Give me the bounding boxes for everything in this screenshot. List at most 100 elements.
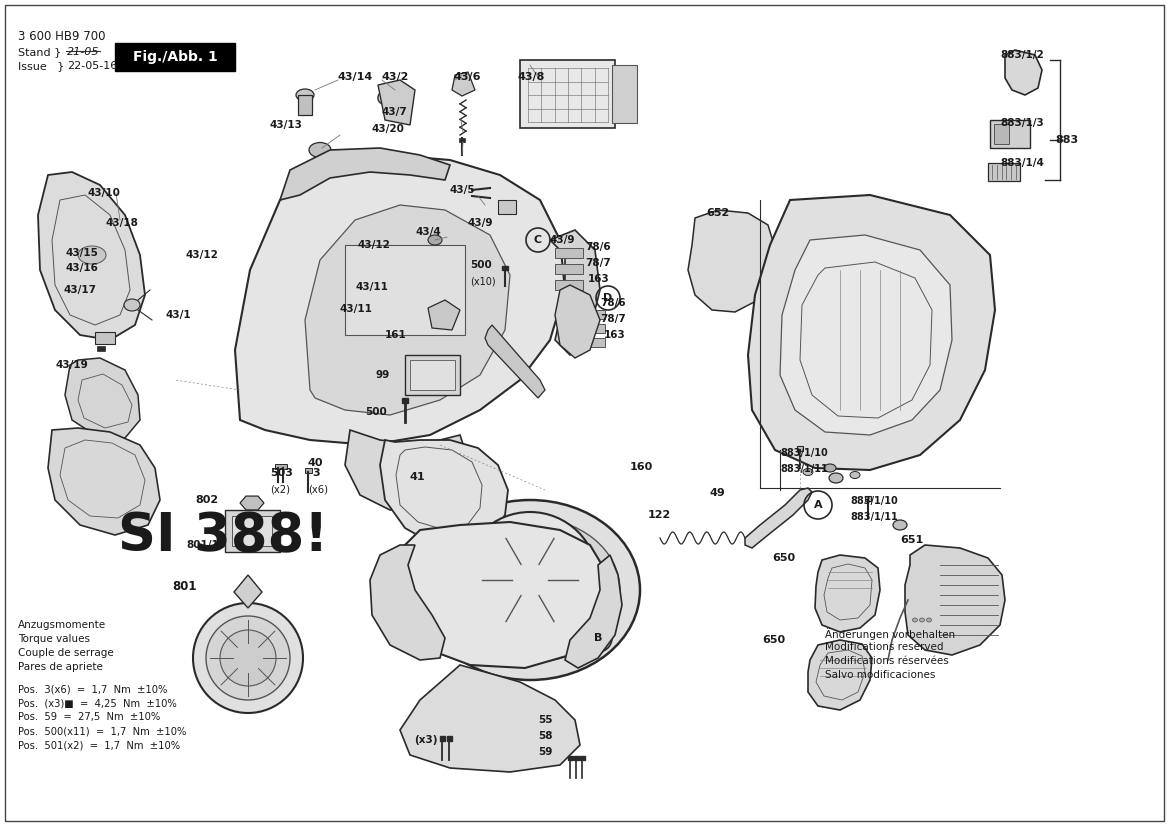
Text: 41: 41	[410, 472, 426, 482]
Bar	[459, 138, 465, 142]
Polygon shape	[39, 172, 145, 340]
Text: 801: 801	[172, 580, 196, 593]
Text: B: B	[594, 633, 602, 643]
Polygon shape	[745, 488, 812, 548]
Text: SI 388!: SI 388!	[118, 510, 328, 562]
Bar	[797, 446, 803, 451]
Text: Pos.  59  =  27,5  Nm  ±10%: Pos. 59 = 27,5 Nm ±10%	[18, 712, 160, 722]
Text: Anzugsmomente: Anzugsmomente	[18, 620, 106, 630]
Text: Modifications réservées: Modifications réservées	[825, 656, 949, 666]
Bar	[520, 60, 615, 128]
Text: 43/20: 43/20	[372, 124, 404, 134]
Text: 43/12: 43/12	[358, 240, 390, 250]
Bar	[275, 464, 288, 469]
Text: 78/6: 78/6	[584, 242, 610, 252]
Text: 160: 160	[630, 462, 653, 472]
Text: 43/16: 43/16	[65, 263, 98, 273]
Bar	[555, 248, 583, 258]
Text: 78/7: 78/7	[600, 314, 625, 324]
Bar	[305, 468, 312, 473]
Text: (x2): (x2)	[270, 484, 290, 494]
Ellipse shape	[913, 618, 918, 622]
Ellipse shape	[428, 235, 442, 245]
Circle shape	[462, 512, 599, 648]
Polygon shape	[555, 285, 600, 358]
Polygon shape	[565, 555, 622, 668]
Text: Issue   }: Issue }	[18, 61, 64, 71]
Circle shape	[193, 603, 303, 713]
Text: 22-05-16: 22-05-16	[67, 61, 117, 71]
Polygon shape	[281, 148, 450, 200]
Circle shape	[478, 528, 582, 632]
Bar	[440, 736, 444, 741]
Text: 49: 49	[710, 488, 726, 498]
Text: 43/4: 43/4	[415, 227, 441, 237]
Ellipse shape	[829, 473, 843, 483]
Bar	[990, 120, 1030, 148]
Polygon shape	[780, 235, 952, 435]
Polygon shape	[400, 665, 580, 772]
Text: 21-05: 21-05	[67, 47, 99, 57]
Ellipse shape	[378, 84, 413, 106]
Ellipse shape	[824, 464, 836, 472]
Text: 78/6: 78/6	[600, 298, 625, 308]
Text: Modifications reserved: Modifications reserved	[825, 642, 943, 652]
Text: 883/1/2: 883/1/2	[999, 50, 1044, 60]
Polygon shape	[240, 496, 264, 510]
Polygon shape	[48, 428, 160, 535]
Text: 99: 99	[375, 370, 389, 380]
Bar	[555, 264, 583, 274]
Polygon shape	[234, 575, 262, 608]
Ellipse shape	[309, 143, 331, 158]
Bar	[988, 163, 1021, 181]
Text: 503: 503	[270, 468, 293, 478]
Bar	[580, 324, 606, 333]
Polygon shape	[815, 555, 880, 632]
Text: 500: 500	[470, 260, 492, 270]
Ellipse shape	[927, 618, 932, 622]
Bar	[580, 756, 584, 760]
Polygon shape	[371, 545, 445, 660]
Polygon shape	[235, 155, 565, 445]
Text: 43/7: 43/7	[382, 107, 408, 117]
Text: 40: 40	[307, 458, 324, 468]
Ellipse shape	[420, 500, 639, 680]
Text: 78/7: 78/7	[584, 258, 610, 268]
Text: 163: 163	[588, 274, 610, 284]
Bar	[498, 200, 516, 214]
Text: Stand }: Stand }	[18, 47, 61, 57]
Polygon shape	[65, 358, 140, 438]
Text: (x6): (x6)	[307, 484, 328, 494]
Bar	[404, 355, 459, 395]
Text: 883: 883	[1054, 135, 1078, 145]
Polygon shape	[485, 325, 545, 398]
Text: 802: 802	[195, 495, 219, 505]
Polygon shape	[689, 210, 775, 312]
Ellipse shape	[850, 472, 860, 478]
Ellipse shape	[296, 89, 314, 101]
Polygon shape	[905, 545, 1005, 655]
Text: 43/6: 43/6	[454, 72, 482, 82]
Text: 43/15: 43/15	[65, 248, 98, 258]
Bar	[224, 510, 281, 552]
Polygon shape	[1005, 50, 1042, 95]
Text: 43/10: 43/10	[87, 188, 120, 198]
Bar	[580, 338, 606, 347]
Polygon shape	[305, 205, 510, 415]
Text: 43/8: 43/8	[518, 72, 546, 82]
Text: 3: 3	[312, 468, 319, 478]
Text: 55: 55	[538, 715, 553, 725]
Text: Pos.  501(x2)  =  1,7  Nm  ±10%: Pos. 501(x2) = 1,7 Nm ±10%	[18, 740, 180, 750]
Text: Couple de serrage: Couple de serrage	[18, 648, 113, 658]
Text: 43/14: 43/14	[338, 72, 373, 82]
Ellipse shape	[893, 520, 907, 530]
Text: 500: 500	[365, 407, 387, 417]
Bar	[231, 516, 272, 546]
Text: 801/19: 801/19	[186, 540, 226, 550]
Circle shape	[206, 616, 290, 700]
Circle shape	[220, 630, 276, 686]
Text: 161: 161	[385, 330, 407, 340]
Text: 883/1/10: 883/1/10	[850, 496, 898, 506]
Bar	[298, 95, 312, 115]
Text: Fig./Abb. 1: Fig./Abb. 1	[132, 50, 217, 64]
